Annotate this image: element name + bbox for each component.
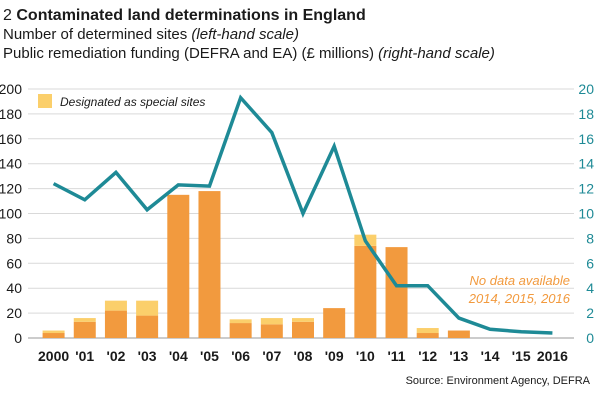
- bar-special-sites: [416, 328, 439, 334]
- x-tick-label: '15: [512, 348, 531, 364]
- bar-determined-sites: [292, 321, 314, 338]
- chart-number: 2: [3, 7, 12, 24]
- bar-determined-sites: [260, 324, 283, 338]
- left-tick-label: 60: [6, 255, 22, 271]
- bar-determined-sites: [198, 191, 221, 338]
- note-line-1: No data available: [470, 273, 570, 288]
- x-tick-label: '07: [262, 348, 281, 364]
- x-tick-label: '02: [106, 348, 125, 364]
- x-tick-label: '04: [169, 348, 188, 364]
- x-tick-label: 2000: [38, 348, 69, 364]
- x-tick-label: '05: [200, 348, 219, 364]
- bar-determined-sites: [104, 310, 127, 338]
- right-axis-ticks: 0 2 4 6 8 10 12 14 16 18 20: [578, 81, 594, 346]
- bar-determined-sites: [42, 333, 65, 338]
- funding-line: [52, 94, 553, 335]
- legend: Designated as special sites: [38, 94, 205, 109]
- chart-title-text: Contaminated land determinations in Engl…: [16, 7, 366, 24]
- subtitle-funding-scale: (right-hand scale): [378, 45, 495, 62]
- x-tick-label: '09: [325, 348, 344, 364]
- left-tick-label: 0: [14, 330, 22, 346]
- bar-determined-sites: [354, 245, 377, 338]
- left-tick-label: 100: [0, 206, 22, 222]
- x-axis-ticks: 2000 '01 '02 '03 '04 '05 '06 '07 '08 '09 '10 '11 '12…: [38, 348, 568, 364]
- bar-determined-sites: [323, 308, 346, 338]
- x-tick-label: '03: [138, 348, 157, 364]
- bar-determined-sites: [73, 321, 96, 338]
- chart-title: 2 Contaminated land determinations in En…: [3, 6, 495, 25]
- legend-label-special: Designated as special sites: [60, 95, 205, 109]
- no-data-note: No data available 2014, 2015, 2016: [468, 273, 571, 306]
- legend-swatch-special: [38, 94, 52, 108]
- x-tick-label: '11: [387, 348, 405, 364]
- left-axis-ticks: 0 20 40 60 80 100 120 140 160 180 200: [0, 81, 22, 346]
- left-tick-label: 180: [0, 106, 22, 122]
- subtitle-sites: Number of determined sites (left-hand sc…: [3, 25, 495, 44]
- right-tick-label: 8: [586, 230, 594, 246]
- right-tick-label: 4: [586, 280, 594, 296]
- left-tick-label: 20: [6, 305, 22, 321]
- bar-special-sites: [229, 319, 252, 324]
- bar-determined-sites: [385, 247, 408, 338]
- left-tick-label: 200: [0, 81, 22, 97]
- left-tick-label: 40: [6, 280, 22, 296]
- note-line-2: 2014, 2015, 2016: [468, 291, 571, 306]
- gridlines: [28, 88, 574, 339]
- subtitle-funding-main: Public remediation funding (DEFRA and EA…: [3, 45, 374, 62]
- bar-special-sites: [292, 318, 314, 322]
- subtitle-sites-main: Number of determined sites: [3, 26, 188, 43]
- bar-special-sites: [42, 330, 65, 334]
- x-tick-label: '14: [481, 348, 500, 364]
- right-tick-label: 0: [586, 330, 594, 346]
- left-tick-label: 160: [0, 131, 22, 147]
- bar-determined-sites: [416, 333, 439, 338]
- left-tick-label: 140: [0, 156, 22, 172]
- source-note: Source: Environment Agency, DEFRA: [406, 375, 591, 387]
- x-tick-label: '10: [356, 348, 375, 364]
- right-tick-label: 2: [586, 305, 594, 321]
- x-tick-label: '01: [75, 348, 94, 364]
- x-tick-label: '08: [294, 348, 313, 364]
- right-tick-label: 6: [586, 255, 594, 271]
- bar-determined-sites: [229, 323, 252, 338]
- right-tick-label: 12: [578, 181, 594, 197]
- bar-special-sites: [136, 300, 159, 316]
- chart-titles: 2 Contaminated land determinations in En…: [3, 6, 495, 63]
- right-tick-label: 16: [578, 131, 594, 147]
- bar-determined-sites: [136, 315, 159, 338]
- x-tick-label: '06: [231, 348, 250, 364]
- x-tick-label: '13: [449, 348, 468, 364]
- left-tick-label: 80: [6, 230, 22, 246]
- bar-special-sites: [104, 300, 127, 311]
- line-series: [52, 94, 553, 335]
- x-tick-label: 2016: [537, 348, 568, 364]
- right-tick-label: 20: [578, 81, 594, 97]
- bar-determined-sites: [167, 194, 190, 338]
- x-tick-label: '12: [418, 348, 437, 364]
- bar-special-sites: [260, 318, 283, 325]
- bar-series: [42, 191, 470, 338]
- right-tick-label: 14: [578, 156, 594, 172]
- subtitle-sites-scale: (left-hand scale): [191, 26, 299, 43]
- subtitle-funding: Public remediation funding (DEFRA and EA…: [3, 44, 495, 63]
- right-tick-label: 10: [578, 206, 594, 222]
- bar-determined-sites: [447, 330, 470, 338]
- right-tick-label: 18: [578, 106, 594, 122]
- left-tick-label: 120: [0, 181, 22, 197]
- bar-special-sites: [73, 318, 96, 322]
